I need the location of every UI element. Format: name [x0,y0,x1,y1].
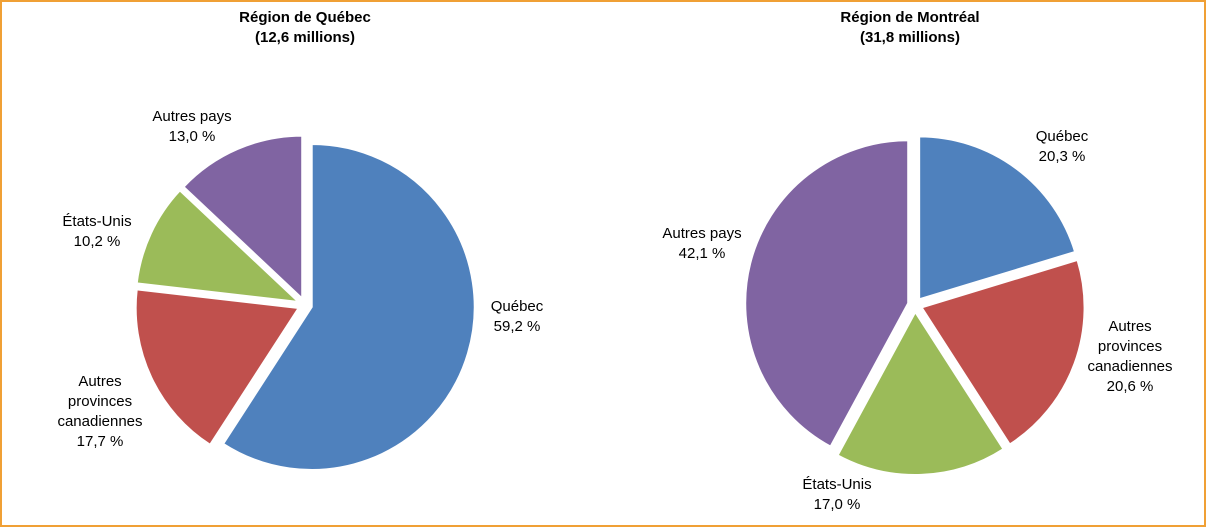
category-label: États-Unis [802,476,872,493]
pie-slice [918,135,1077,301]
category-label: Québec [490,298,544,315]
value-label: 42,1 % [678,245,726,262]
chart-subtitle: (12,6 millions) [254,29,356,46]
category-label: États-Unis [62,213,132,230]
category-label: Autres provinces canadiennes [57,373,143,430]
pie-slice [182,134,304,301]
slice-label: Québec 59,2 % [462,297,572,337]
pie-slice [135,188,302,304]
chart-subtitle: (31,8 millions) [859,29,961,46]
pie-slice [744,139,910,448]
slice-label: Autres pays 42,1 % [647,224,757,264]
slice-label: Québec 20,3 % [1007,127,1117,167]
slice-label: États-Unis 10,2 % [42,212,152,252]
pie-slice [221,142,476,471]
slice-label: Autres provinces canadiennes 20,6 % [1075,317,1185,397]
slice-label: Autres provinces canadiennes 17,7 % [45,372,155,452]
pie-slice [134,288,301,447]
category-label: Autres pays [152,108,232,125]
pie-slice [920,258,1086,446]
value-label: 13,0 % [168,128,216,145]
value-label: 20,3 % [1038,148,1086,165]
value-label: 17,7 % [76,433,124,450]
category-label: Autres pays [662,225,742,242]
slice-label: États-Unis 17,0 % [782,475,892,515]
value-label: 17,0 % [813,496,861,513]
pie-slice [836,310,1005,476]
value-label: 59,2 % [493,318,541,335]
category-label: Québec [1035,128,1089,145]
value-label: 10,2 % [73,233,121,250]
chart-title: Région de Québec [239,9,371,26]
chart-title: Région de Montréal [840,9,980,26]
category-label: Autres provinces canadiennes [1087,318,1173,375]
value-label: 20,6 % [1106,378,1154,395]
slice-label: Autres pays 13,0 % [137,107,247,147]
